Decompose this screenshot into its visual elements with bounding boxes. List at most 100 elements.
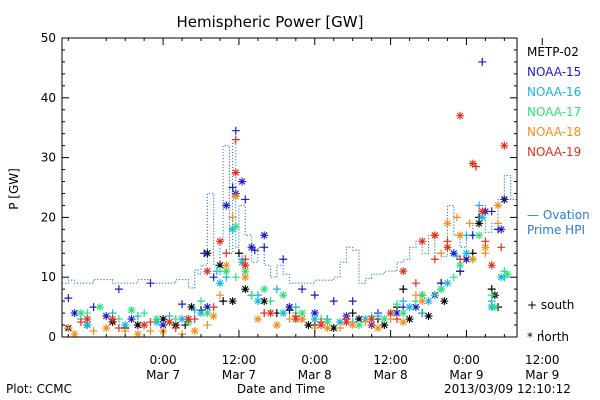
x-tick-label-time: 12:00	[222, 353, 257, 367]
point-south-noaa-18	[64, 324, 73, 333]
point-south-noaa-19	[430, 255, 439, 264]
point-north-noaa-16	[228, 225, 237, 234]
point-north-noaa-15	[462, 255, 471, 264]
point-north-noaa-19	[165, 318, 174, 327]
point-north-noaa-19	[487, 261, 496, 270]
point-south-noaa-17	[449, 273, 458, 282]
point-north-metp-02	[424, 312, 433, 321]
point-north-noaa-19	[386, 309, 395, 318]
series-noaa-19	[76, 111, 509, 333]
point-north-noaa-16	[443, 279, 452, 288]
point-north-metp-02	[304, 321, 313, 330]
legend-marker-south: + south	[527, 298, 574, 312]
point-north-noaa-18	[323, 324, 332, 333]
point-north-metp-02	[355, 315, 364, 324]
point-south-noaa-18	[411, 291, 420, 300]
point-south-noaa-15	[260, 243, 269, 252]
point-north-metp-02	[380, 321, 389, 330]
point-south-noaa-17	[266, 297, 275, 306]
point-south-noaa-19	[392, 315, 401, 324]
point-north-noaa-17	[76, 309, 85, 318]
ovation-hpi-layer	[62, 142, 517, 289]
point-south-noaa-19	[222, 249, 231, 258]
point-south-noaa-18	[465, 219, 474, 228]
point-north-noaa-18	[222, 261, 231, 270]
point-north-noaa-18	[399, 318, 408, 327]
point-south-noaa-16	[133, 312, 142, 321]
point-north-metp-02	[440, 297, 449, 306]
y-tick-label: 0	[48, 330, 56, 344]
point-north-noaa-19	[108, 315, 117, 324]
x-tick-label-date: Mar 7	[146, 368, 180, 382]
point-south-noaa-16	[399, 297, 408, 306]
point-south-noaa-18	[203, 321, 212, 330]
point-north-noaa-16	[197, 309, 206, 318]
point-north-noaa-16	[253, 297, 262, 306]
ovation-hpi-line	[62, 142, 517, 289]
point-north-noaa-17	[437, 285, 446, 294]
point-north-noaa-15	[411, 303, 420, 312]
point-north-noaa-18	[241, 273, 250, 282]
x-tick-label-date: Mar 9	[525, 368, 559, 382]
point-south-noaa-17	[140, 309, 149, 318]
point-north-noaa-19	[140, 321, 149, 330]
point-north-noaa-19	[418, 237, 427, 246]
point-north-noaa-16	[497, 273, 506, 282]
point-north-noaa-17	[503, 270, 512, 279]
series-metp-02	[64, 195, 509, 333]
point-south-noaa-18	[452, 213, 461, 222]
plot-frame	[61, 37, 518, 338]
plot-timestamp: 2013/03/09 12:10:12	[444, 382, 571, 396]
legend-item-noaa-18: NOAA-18	[527, 125, 581, 139]
point-south-noaa-17	[247, 291, 256, 300]
point-north-noaa-15	[392, 309, 401, 318]
series-noaa-17	[76, 222, 512, 330]
point-north-noaa-17	[298, 309, 307, 318]
legend: METP-02 NOAA-15 NOAA-16 NOAA-17 NOAA-18 NOAA-…	[527, 45, 590, 344]
point-north-noaa-15	[285, 303, 294, 312]
point-south-noaa-16	[475, 201, 484, 210]
point-south-noaa-18	[215, 291, 224, 300]
point-south-noaa-18	[89, 327, 98, 336]
point-north-noaa-17	[203, 309, 212, 318]
point-north-noaa-19	[184, 315, 193, 324]
point-south-noaa-15	[348, 297, 357, 306]
point-north-noaa-18	[481, 243, 490, 252]
point-north-noaa-17	[279, 291, 288, 300]
point-north-noaa-18	[253, 315, 262, 324]
point-south-noaa-15	[298, 285, 307, 294]
point-south-noaa-17	[231, 273, 240, 282]
point-south-noaa-19	[231, 135, 240, 144]
point-north-noaa-18	[456, 231, 465, 240]
point-north-noaa-19	[468, 159, 477, 168]
point-north-noaa-15	[222, 201, 231, 210]
point-north-noaa-16	[279, 309, 288, 318]
point-south-noaa-18	[437, 249, 446, 258]
point-north-metp-02	[405, 315, 414, 324]
point-north-noaa-17	[241, 267, 250, 276]
point-south-noaa-15	[310, 291, 319, 300]
point-north-noaa-18	[272, 321, 281, 330]
point-south-noaa-18	[228, 213, 237, 222]
point-south-metp-02	[348, 309, 357, 318]
point-north-noaa-17	[152, 315, 161, 324]
point-north-metp-02	[187, 303, 196, 312]
point-north-noaa-16	[178, 315, 187, 324]
point-north-noaa-19	[478, 207, 487, 216]
point-north-noaa-19	[430, 231, 439, 240]
legend-ovation-line1: — Ovation	[527, 208, 590, 222]
point-south-noaa-19	[76, 318, 85, 327]
x-tick-label-time: 0:00	[301, 353, 328, 367]
point-south-metp-02	[219, 297, 228, 306]
point-north-noaa-18	[418, 297, 427, 306]
point-south-noaa-15	[178, 300, 187, 309]
plot-credit-label: Plot: CCMC	[6, 382, 72, 396]
point-south-noaa-15	[478, 57, 487, 66]
point-north-noaa-15	[310, 309, 319, 318]
x-tick-label-time: 12:00	[373, 353, 408, 367]
point-south-noaa-15	[146, 279, 155, 288]
point-north-noaa-19	[83, 315, 92, 324]
point-south-noaa-17	[392, 300, 401, 309]
point-south-noaa-16	[190, 306, 199, 315]
